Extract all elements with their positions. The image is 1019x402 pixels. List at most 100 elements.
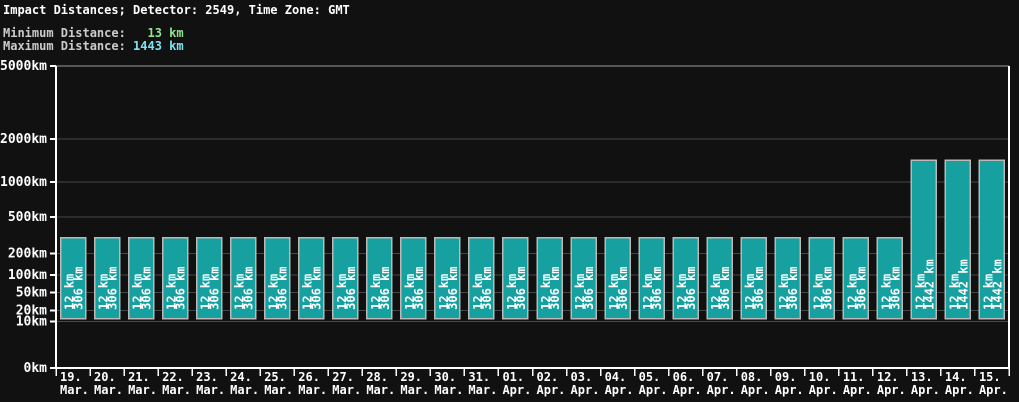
x-tick-day: 28.	[366, 370, 388, 384]
bar	[127, 236, 155, 320]
y-tick-label: 500km	[8, 210, 47, 225]
bar	[229, 236, 257, 320]
bar-max-label: 306 km	[378, 267, 392, 310]
x-tick-day: 22.	[162, 370, 184, 384]
bar-max-label: 306 km	[412, 267, 426, 310]
y-tick-label: 20km	[16, 304, 47, 319]
x-tick-day: 11.	[843, 370, 865, 384]
bar-max-label: 306 km	[276, 267, 290, 310]
bar-max-label: 306 km	[208, 267, 222, 310]
bar-min-label: 12 km	[845, 274, 859, 310]
bar	[842, 236, 870, 320]
bar-max-label: 306 km	[718, 267, 732, 310]
bar-max-label: 306 km	[854, 267, 868, 310]
x-tick-day: 24.	[230, 370, 252, 384]
minimum-distance-label: Minimum Distance:	[3, 26, 126, 40]
x-tick-month: Apr.	[502, 383, 531, 397]
bar-min-label: 12 km	[335, 274, 349, 310]
x-tick-day: 06.	[673, 370, 695, 384]
bar	[298, 236, 325, 320]
x-tick-day: 29.	[400, 370, 422, 384]
bar-min-label: 12 km	[471, 274, 485, 310]
x-tick-day: 05.	[639, 370, 661, 384]
x-tick-day: 08.	[741, 370, 763, 384]
bar-min-label: 12 km	[743, 274, 757, 310]
bar-min-label: 12 km	[403, 274, 417, 310]
bar	[706, 236, 733, 320]
x-tick-month: Apr.	[911, 383, 940, 397]
x-tick-day: 21.	[128, 370, 150, 384]
bar	[332, 236, 359, 320]
bar-max-label: 306 km	[582, 267, 596, 310]
x-tick-month: Apr.	[775, 383, 804, 397]
bar	[672, 236, 699, 320]
bar-max-label: 306 km	[820, 267, 834, 310]
bar-max-label: 1442 km	[956, 259, 970, 310]
bar-max-label: 306 km	[106, 267, 120, 310]
bar-max-label: 306 km	[752, 267, 766, 310]
bar-max-label: 306 km	[888, 267, 902, 310]
x-tick-day: 20.	[94, 370, 116, 384]
bar-min-label: 12 km	[505, 274, 519, 310]
bar-min-label: 12 km	[233, 274, 247, 310]
x-tick-month: Apr.	[877, 383, 906, 397]
bar-max-label: 306 km	[344, 267, 358, 310]
y-tick-label: 5000km	[0, 59, 47, 74]
x-tick-month: Mar.	[264, 383, 293, 397]
x-tick-month: Mar.	[468, 383, 497, 397]
bar-max-label: 1442 km	[922, 259, 936, 310]
x-tick-month: Mar.	[60, 383, 89, 397]
x-tick-day: 01.	[502, 370, 524, 384]
x-tick-month: Mar.	[94, 383, 123, 397]
x-tick-month: Apr.	[605, 383, 634, 397]
bar	[502, 236, 529, 320]
maximum-distance-value: 1443 km	[125, 39, 184, 53]
bar	[876, 236, 904, 320]
bar-min-label: 12 km	[199, 274, 213, 310]
bar	[808, 236, 836, 320]
bar	[263, 236, 291, 320]
bar-min-label: 12 km	[641, 274, 655, 310]
y-tick-label: 100km	[8, 268, 47, 283]
bar-min-label: 12 km	[369, 274, 383, 310]
x-tick-month: Apr.	[741, 383, 770, 397]
bar	[536, 236, 563, 320]
bar-max-label: 306 km	[650, 267, 664, 310]
x-tick-day: 23.	[196, 370, 218, 384]
bar	[59, 236, 87, 320]
minimum-distance-row: Minimum Distance: 13 km	[3, 26, 184, 40]
x-tick-month: Mar.	[400, 383, 429, 397]
bar-min-label: 12 km	[165, 274, 179, 310]
bar	[774, 236, 801, 320]
x-tick-day: 04.	[605, 370, 627, 384]
x-tick-month: Mar.	[366, 383, 395, 397]
x-tick-month: Mar.	[162, 383, 191, 397]
bar-min-label: 12 km	[267, 274, 281, 310]
bar-min-label: 12 km	[131, 274, 145, 310]
x-tick-month: Mar.	[196, 383, 225, 397]
x-tick-month: Mar.	[230, 383, 259, 397]
bar-max-label: 306 km	[140, 267, 154, 310]
y-tick-label: 10km	[16, 314, 47, 329]
x-tick-day: 15.	[979, 370, 1001, 384]
bar	[195, 236, 223, 320]
bar-max-label: 306 km	[616, 267, 630, 310]
bar-max-label: 306 km	[684, 267, 698, 310]
bar-max-label: 306 km	[480, 267, 494, 310]
bar-max-label: 306 km	[786, 267, 800, 310]
bar-max-label: 306 km	[174, 267, 188, 310]
x-tick-month: Mar.	[128, 383, 157, 397]
bar-min-label: 12 km	[947, 274, 961, 310]
x-tick-month: Apr.	[843, 383, 872, 397]
x-tick-month: Apr.	[707, 383, 736, 397]
x-tick-day: 03.	[571, 370, 593, 384]
bar	[366, 236, 393, 320]
y-tick-label: 2000km	[0, 132, 47, 147]
bar	[740, 236, 767, 320]
bar-max-label: 306 km	[242, 267, 256, 310]
x-tick-day: 30.	[434, 370, 456, 384]
x-tick-day: 19.	[60, 370, 82, 384]
bar-max-label: 306 km	[548, 267, 562, 310]
x-tick-day: 02.	[537, 370, 559, 384]
